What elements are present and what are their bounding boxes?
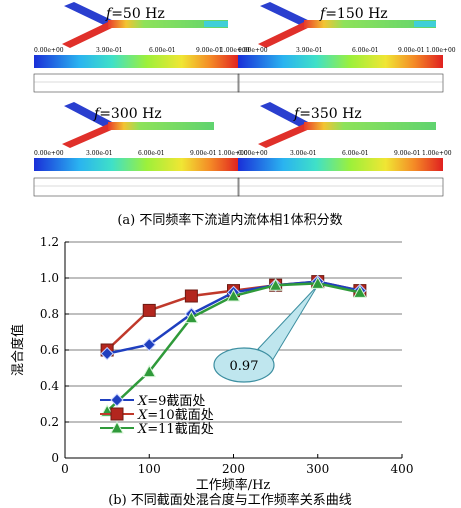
data-point xyxy=(142,364,157,378)
y-channel-sim xyxy=(258,102,436,148)
colorbar-tick-label: 1.00e+00 xyxy=(422,150,452,157)
colorbar-tick-label: 6.00e-01 xyxy=(352,47,379,54)
series-line xyxy=(106,282,361,413)
data-point xyxy=(353,285,367,298)
y-channel-sim xyxy=(258,2,436,48)
legend-label: X=11截面处 xyxy=(137,422,214,437)
series-2 xyxy=(100,276,367,417)
x-tick-label: 200 xyxy=(222,462,245,476)
x-tick-label: 300 xyxy=(306,462,329,476)
legend-label: X=9截面处 xyxy=(137,394,205,409)
x-tick-label: 400 xyxy=(391,462,414,476)
grid xyxy=(65,241,402,423)
panel-150hz: f=150 Hz 0.00e+00 3.90e-01 6.00e-01 9.00… xyxy=(237,2,456,93)
colorbar-tick-label: 0.00e+00 xyxy=(238,47,268,54)
volume-fraction-figure: f=50 Hz 0.00e+00 3.90e-01 6.00e-01 9.00e… xyxy=(33,2,456,228)
y-tick-label: 1.0 xyxy=(40,271,59,285)
y-tick-label: 0.8 xyxy=(40,307,59,321)
y-tick-label: 0.4 xyxy=(40,379,59,393)
y-axis-label: 混合度值 xyxy=(10,324,26,376)
colorbar-tick-label: 9.00e-01 xyxy=(398,47,425,54)
y-tick-label: 0 xyxy=(51,451,59,465)
legend-item: X=9截面处 xyxy=(100,393,205,409)
colorbar-tick-label: 6.00e-01 xyxy=(138,150,165,157)
data-point xyxy=(110,420,124,434)
colorbar-tick-label: 0.00e+00 xyxy=(34,47,64,54)
legend-item: X=10截面处 xyxy=(100,407,214,423)
y-channel-sim xyxy=(62,102,214,148)
callout-bubble xyxy=(213,347,275,383)
panel-350hz: f=350 Hz 0.00e+00 3.00e-01 6.00e-01 9.00… xyxy=(237,102,452,197)
colorbar-tick-label: 6.00e-01 xyxy=(149,47,176,54)
panel-50hz: f=50 Hz 0.00e+00 3.90e-01 6.00e-01 9.00e… xyxy=(33,2,250,93)
colorbar xyxy=(238,55,443,68)
colorbar-tick-label: 0.00e+00 xyxy=(34,150,64,157)
colorbar-tick-label: 3.00e-01 xyxy=(290,150,317,157)
legend-item: X=11截面处 xyxy=(100,420,214,437)
callout-value: 0.97 xyxy=(230,359,259,374)
data-point xyxy=(142,337,156,352)
y-ticks: 0 0.2 0.4 0.6 0.8 1.0 1.2 xyxy=(40,235,69,465)
caption-a: (a) 不同频率下流道内流体相1体积分数 xyxy=(117,212,342,228)
colorbar-tick-label: 9.00e-01 xyxy=(394,150,421,157)
x-tick-label: 100 xyxy=(138,462,161,476)
data-point xyxy=(142,303,156,317)
legend-box xyxy=(237,177,444,197)
colorbar-tick-label: 3.90e-01 xyxy=(96,47,123,54)
data-point xyxy=(110,393,124,407)
data-point xyxy=(226,288,241,302)
colorbar xyxy=(238,158,443,171)
y-tick-label: 0.2 xyxy=(40,415,59,429)
colorbar-tick-label: 1.00e+00 xyxy=(220,47,250,54)
x-axis-label: 工作频率/Hz xyxy=(196,477,271,493)
freq-label: f=150 Hz xyxy=(319,6,388,22)
caption-b: (b) 不同截面处混合度与工作频率关系曲线 xyxy=(108,492,352,508)
legend-box xyxy=(33,73,240,93)
colorbar-tick-label: 1.00e+00 xyxy=(218,150,248,157)
y-channel-sim xyxy=(62,2,228,48)
colorbar-tick-label: 0.00e+00 xyxy=(238,150,268,157)
mixing-degree-chart: 0 0.2 0.4 0.6 0.8 1.0 1.2 0 100 200 300 400 0.97 混… xyxy=(10,235,413,508)
colorbar-tick-label: 3.00e-01 xyxy=(86,150,113,157)
freq-label: f=300 Hz xyxy=(93,106,162,122)
colorbar-tick-label: 1.00e+00 xyxy=(426,47,456,54)
annotation: 0.97 xyxy=(213,285,319,383)
colorbar-tick-label: 6.00e-01 xyxy=(342,150,369,157)
data-point xyxy=(310,276,325,289)
colorbar-tick-label: 3.90e-01 xyxy=(296,47,323,54)
colorbar-tick-label: 9.00e-01 xyxy=(196,47,223,54)
legend-box xyxy=(33,177,240,197)
series-layer xyxy=(100,274,367,417)
y-tick-label: 1.2 xyxy=(40,235,59,249)
legend-label: X=10截面处 xyxy=(137,408,214,423)
data-point xyxy=(268,278,283,291)
data-point xyxy=(100,346,114,361)
legend-box xyxy=(237,73,444,93)
colorbar xyxy=(34,158,239,171)
freq-label: f=350 Hz xyxy=(293,106,362,122)
x-tick-label: 0 xyxy=(61,462,69,476)
data-point xyxy=(110,407,124,421)
data-point xyxy=(184,289,198,303)
colorbar-tick-label: 9.00e-01 xyxy=(190,150,217,157)
data-point xyxy=(184,310,199,324)
colorbar xyxy=(34,55,239,68)
freq-label: f=50 Hz xyxy=(105,6,165,22)
y-tick-label: 0.6 xyxy=(40,343,59,357)
panel-300hz: f=300 Hz 0.00e+00 3.00e-01 6.00e-01 9.00… xyxy=(33,102,248,197)
x-ticks: 0 100 200 300 400 xyxy=(61,454,413,476)
